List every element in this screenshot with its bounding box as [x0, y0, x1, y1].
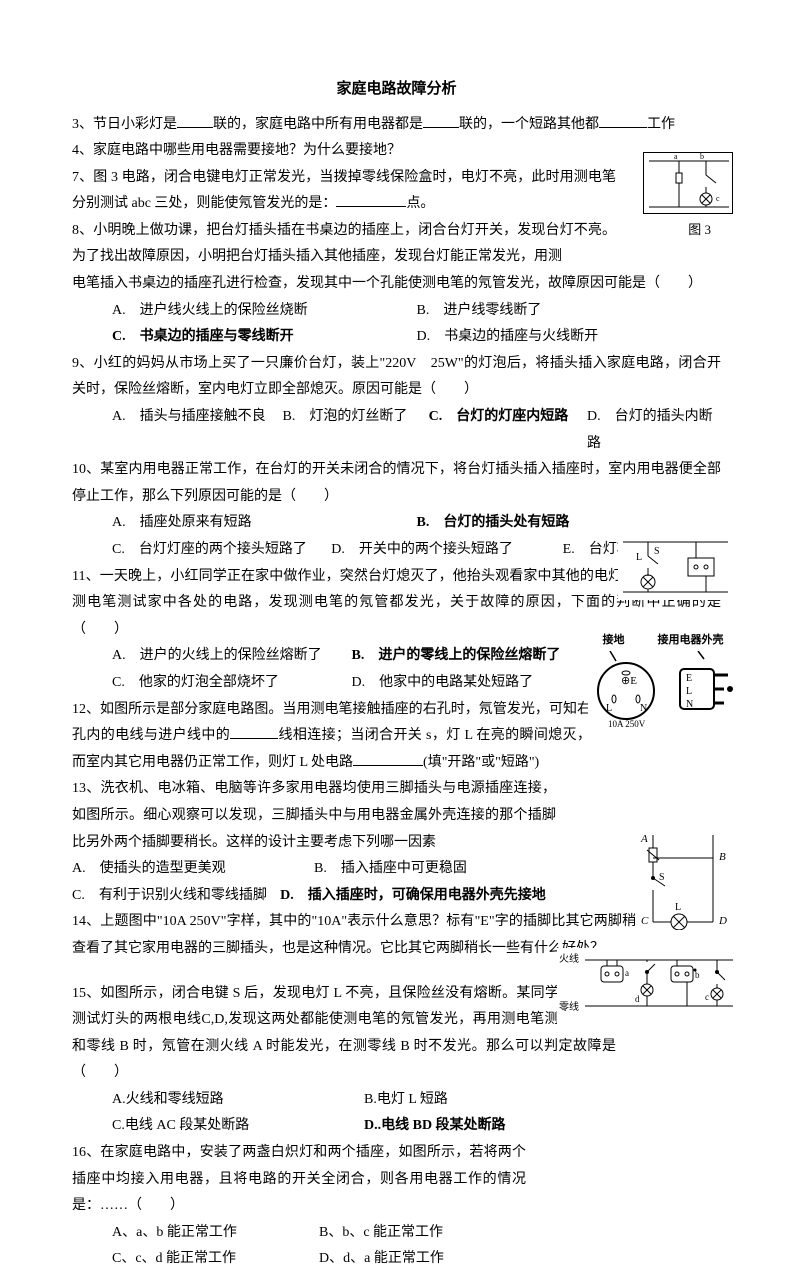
question-10: 10、某室内用电器正常工作，在台灯的开关未闭合的情况下，将台灯插头插入插座时，室…: [72, 457, 721, 510]
svg-text:S: S: [659, 872, 665, 883]
option-11c: C. 他家的灯泡全部烧坏了: [112, 670, 352, 697]
page-title: 家庭电路故障分析: [72, 75, 721, 104]
option-11a: A. 进户的火线上的保险丝熔断了: [112, 643, 352, 670]
figure-15: A S C B D L: [635, 830, 735, 930]
question-16: 16、在家庭电路中，安装了两盏白炽灯和两个插座，如图所示，若将两个插座中均接入用…: [72, 1140, 721, 1220]
option-11b: B. 进户的零线上的保险丝熔断了: [352, 643, 592, 670]
svg-text:L: L: [686, 686, 692, 697]
option-15a: A.火线和零线短路: [112, 1087, 364, 1114]
option-8a: A. 进户线火线上的保险丝烧断: [112, 298, 417, 325]
svg-text:a: a: [674, 153, 678, 161]
svg-text:L: L: [636, 552, 642, 563]
svg-text:C: C: [641, 915, 649, 927]
svg-text:a: a: [625, 968, 629, 978]
question-15-options: A.火线和零线短路 B.电灯 L 短路 C.电线 AC 段某处断路 D..电线 …: [72, 1087, 721, 1140]
figure-13: 接地 接用电器外壳 ⊕E L N 10A 250V E L N: [588, 630, 738, 722]
figure-3-label: 图 3: [688, 218, 711, 243]
option-9a: A. 插头与插座接触不良: [112, 404, 283, 457]
figure-12: S L: [618, 530, 733, 600]
question-9: 9、小红的妈妈从市场上买了一只廉价台灯，装上"220V 25W"的灯泡后，将插头…: [72, 351, 721, 404]
svg-text:⊕E: ⊕E: [621, 675, 637, 687]
option-13d: D. 插入插座时，可确保用电器外壳先接地: [280, 883, 556, 910]
option-11d: D. 他家中的电路某处短路了: [352, 670, 592, 697]
svg-text:b: b: [700, 153, 704, 161]
svg-text:N: N: [686, 699, 693, 710]
option-8b: B. 进户线零线断了: [417, 298, 722, 325]
question-7: 7、图 3 电路，闭合电键电灯正常发光，当拨掉零线保险盒时，电灯不亮，此时用测电…: [72, 165, 721, 218]
svg-text:S: S: [654, 546, 660, 557]
option-10c: C. 台灯灯座的两个接头短路了: [112, 537, 331, 564]
option-8d: D. 书桌边的插座与火线断开: [417, 324, 722, 351]
option-15c: C.电线 AC 段某处断路: [112, 1113, 364, 1140]
option-13c: C. 有利于识别火线和零线插脚: [72, 883, 280, 910]
svg-text:b: b: [695, 970, 700, 980]
fig13-label-right: 接用电器外壳: [658, 630, 724, 651]
option-13b: B. 插入插座中可更稳固: [314, 856, 556, 883]
svg-text:L: L: [606, 703, 612, 714]
option-16b: B、b、c 能正常工作: [319, 1220, 526, 1247]
option-13a: A. 使插头的造型更美观: [72, 856, 314, 883]
svg-text:火线: 火线: [559, 952, 579, 965]
question-16-options: A、a、b 能正常工作 B、b、c 能正常工作 C、c、d 能正常工作 D、d、…: [72, 1220, 721, 1273]
svg-text:c: c: [716, 194, 720, 203]
svg-text:N: N: [640, 703, 647, 714]
svg-text:L: L: [675, 902, 681, 913]
question-4: 4、家庭电路中哪些用电器需要接地？为什么要接地？: [72, 138, 721, 165]
option-10d: D. 开关中的两个接头短路了: [331, 537, 562, 564]
question-13: 13、洗衣机、电冰箱、电脑等许多家用电器均使用三脚插头与电源插座连接，如图所示。…: [72, 776, 721, 856]
question-8-options: A. 进户线火线上的保险丝烧断 B. 进户线零线断了 C. 书桌边的插座与零线断…: [72, 298, 721, 351]
option-15d: D..电线 BD 段某处断路: [364, 1113, 616, 1140]
option-9b: B. 灯泡的灯丝断了: [283, 404, 429, 457]
svg-text:A: A: [640, 833, 648, 845]
svg-text:E: E: [686, 673, 692, 684]
option-16d: D、d、a 能正常工作: [319, 1246, 526, 1273]
option-9d: D. 台灯的插头内断路: [587, 404, 721, 457]
svg-text:D: D: [718, 915, 727, 927]
option-8c: C. 书桌边的插座与零线断开: [112, 324, 417, 351]
svg-text:d: d: [635, 994, 640, 1004]
fig13-label-left: 接地: [603, 630, 625, 651]
figure-3: a b c: [643, 152, 733, 214]
question-3: 3、节日小彩灯是联的，家庭电路中所有用电器都是联的，一个短路其他都工作: [72, 112, 721, 139]
svg-text:B: B: [719, 851, 726, 863]
question-13-options: A. 使插头的造型更美观 B. 插入插座中可更稳固 C. 有利于识别火线和零线插…: [72, 856, 721, 909]
option-15b: B.电灯 L 短路: [364, 1087, 616, 1114]
figure-16: 火线 零线 a d b c: [557, 948, 737, 1028]
svg-text:零线: 零线: [559, 1000, 579, 1013]
option-10a: A. 插座处原来有短路: [112, 510, 417, 537]
fig13-rating: 10A 250V: [608, 719, 646, 729]
option-16c: C、c、d 能正常工作: [112, 1246, 319, 1273]
option-16a: A、a、b 能正常工作: [112, 1220, 319, 1247]
svg-text:c: c: [705, 992, 709, 1002]
question-8: 8、小明晚上做功课，把台灯插头插在书桌边的插座上，闭合台灯开关，发现台灯不亮。为…: [72, 218, 721, 298]
option-9c: C. 台灯的灯座内短路: [429, 404, 587, 457]
question-9-options: A. 插头与插座接触不良 B. 灯泡的灯丝断了 C. 台灯的灯座内短路 D. 台…: [72, 404, 721, 457]
